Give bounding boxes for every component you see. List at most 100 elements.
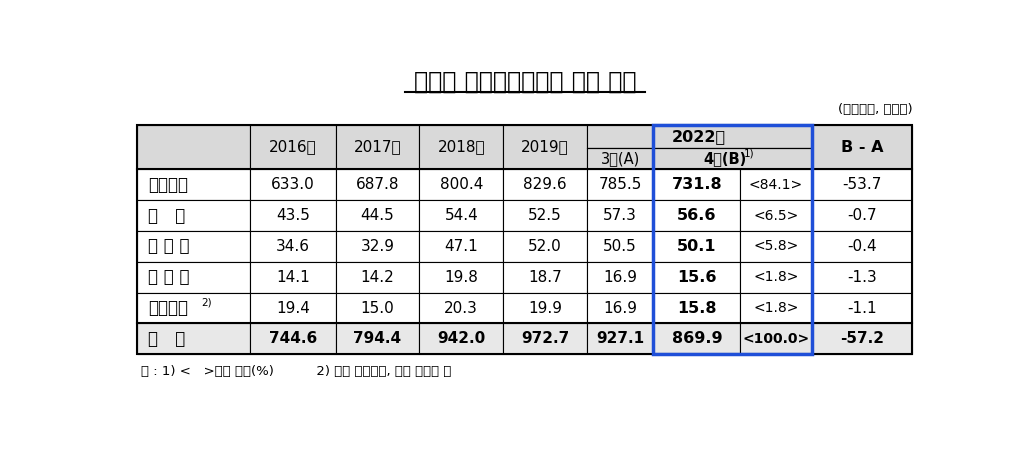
Text: -53.7: -53.7 [842, 177, 882, 192]
Text: 미달러화: 미달러화 [148, 176, 188, 194]
Text: 57.3: 57.3 [603, 208, 637, 223]
Bar [137, 170, 251, 200]
Text: 972.7: 972.7 [521, 332, 569, 346]
Text: 52.0: 52.0 [528, 239, 562, 254]
Bar [503, 170, 587, 200]
Bar [420, 231, 503, 262]
Bar [740, 200, 812, 231]
Text: 4월(B): 4월(B) [703, 151, 746, 166]
Bar [812, 200, 912, 231]
Bar [420, 293, 503, 323]
Text: <5.8>: <5.8> [754, 239, 799, 254]
Bar [587, 125, 812, 148]
Bar [653, 200, 740, 231]
Text: 633.0: 633.0 [271, 177, 315, 192]
Bar [740, 170, 812, 200]
Bar [503, 231, 587, 262]
Text: -0.4: -0.4 [847, 239, 877, 254]
Text: 15.0: 15.0 [360, 301, 394, 315]
Bar [587, 170, 653, 200]
Bar [740, 262, 812, 293]
Text: 2017년: 2017년 [353, 140, 401, 154]
Bar [653, 170, 740, 200]
Bar [251, 323, 336, 354]
Bar [251, 231, 336, 262]
Bar [137, 200, 251, 231]
Text: 2018년: 2018년 [437, 140, 485, 154]
Text: 14.2: 14.2 [360, 270, 394, 285]
Bar [503, 293, 587, 323]
Bar [587, 231, 653, 262]
Text: 32.9: 32.9 [360, 239, 394, 254]
Text: 50.5: 50.5 [603, 239, 637, 254]
Text: 2019년: 2019년 [521, 140, 568, 154]
Bar [251, 293, 336, 323]
Bar [251, 200, 336, 231]
Bar [653, 323, 740, 354]
Bar [420, 200, 503, 231]
Text: 18.7: 18.7 [528, 270, 562, 285]
Text: 합   계: 합 계 [148, 330, 185, 348]
Bar [336, 125, 420, 170]
Text: 44.5: 44.5 [360, 208, 394, 223]
Text: 47.1: 47.1 [444, 239, 478, 254]
Text: -0.7: -0.7 [847, 208, 877, 223]
Text: 785.5: 785.5 [598, 177, 642, 192]
Text: 3월(A): 3월(A) [600, 151, 640, 166]
Bar [587, 293, 653, 323]
Bar [503, 200, 587, 231]
Bar [653, 262, 740, 293]
Bar [812, 293, 912, 323]
Bar [137, 262, 251, 293]
Bar [503, 323, 587, 354]
Text: 927.1: 927.1 [596, 332, 644, 346]
Text: 위 안 화: 위 안 화 [148, 268, 189, 286]
Text: -1.3: -1.3 [847, 270, 877, 285]
Text: <1.8>: <1.8> [754, 301, 799, 315]
Text: 통화별 거주자외화예금 잔액 추이: 통화별 거주자외화예금 잔액 추이 [414, 70, 636, 94]
Bar [740, 323, 812, 354]
Text: 942.0: 942.0 [437, 332, 485, 346]
Text: 19.8: 19.8 [444, 270, 478, 285]
Text: 34.6: 34.6 [276, 239, 310, 254]
Text: 2): 2) [201, 298, 212, 308]
Bar [420, 170, 503, 200]
Bar [653, 293, 740, 323]
Text: <100.0>: <100.0> [742, 332, 809, 346]
Bar [812, 125, 912, 170]
Bar [251, 262, 336, 293]
Bar [503, 262, 587, 293]
Text: (기말기준, 억달러): (기말기준, 억달러) [838, 103, 912, 116]
Text: 56.6: 56.6 [677, 208, 717, 223]
Text: 15.8: 15.8 [677, 301, 717, 315]
Bar [653, 231, 740, 262]
Bar [587, 200, 653, 231]
Bar [336, 231, 420, 262]
Bar [740, 231, 812, 262]
Text: 기타통화: 기타통화 [148, 299, 188, 317]
Bar [740, 293, 812, 323]
Bar [587, 262, 653, 293]
Text: 주 : 1) <   >내는 비중(%)          2) 영국 파운드화, 호주 달러화 등: 주 : 1) < >내는 비중(%) 2) 영국 파운드화, 호주 달러화 등 [141, 365, 452, 378]
Text: <84.1>: <84.1> [749, 178, 803, 192]
Text: 794.4: 794.4 [353, 332, 401, 346]
Bar [420, 125, 503, 170]
Text: 52.5: 52.5 [528, 208, 562, 223]
Bar [336, 200, 420, 231]
Bar [137, 231, 251, 262]
Text: 687.8: 687.8 [355, 177, 399, 192]
Bar [336, 293, 420, 323]
Bar [336, 323, 420, 354]
Text: -1.1: -1.1 [847, 301, 877, 315]
Bar [812, 231, 912, 262]
Text: <1.8>: <1.8> [754, 270, 799, 284]
Bar [137, 293, 251, 323]
Text: <6.5>: <6.5> [754, 209, 799, 223]
Bar [137, 323, 251, 354]
Text: 50.1: 50.1 [677, 239, 717, 254]
Text: 14.1: 14.1 [276, 270, 310, 285]
Text: 20.3: 20.3 [444, 301, 478, 315]
Bar [251, 125, 336, 170]
Bar [137, 125, 251, 170]
Text: 744.6: 744.6 [269, 332, 317, 346]
